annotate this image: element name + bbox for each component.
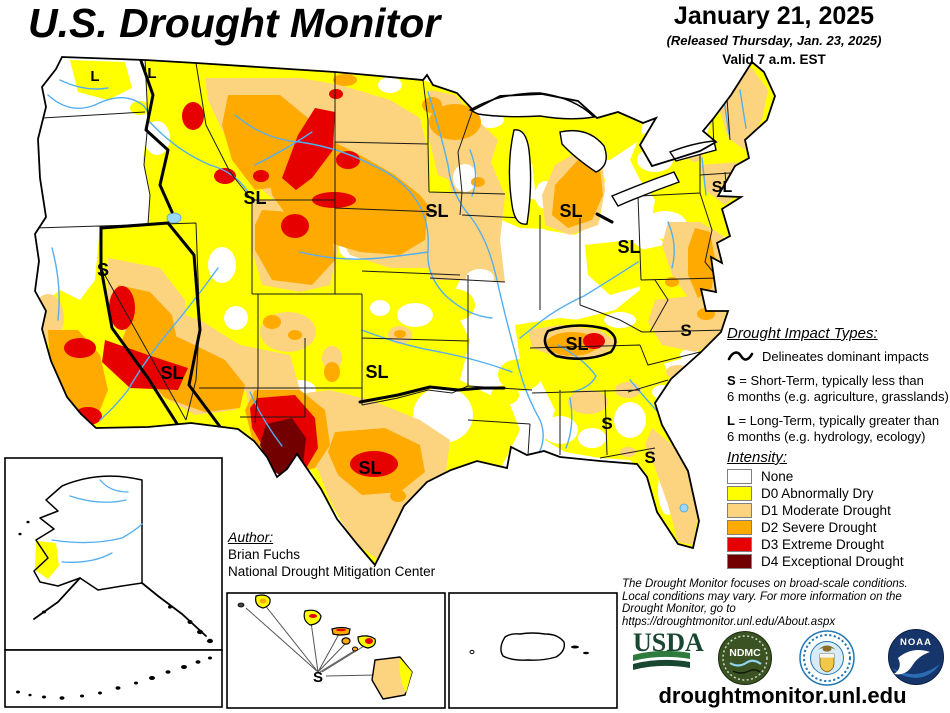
great-salt-lake <box>166 212 182 224</box>
impact-squiggle-icon <box>727 351 754 361</box>
map-impact-label: SL <box>160 363 183 383</box>
map-date-block: January 21, 2025 (Released Thursday, Jan… <box>600 2 948 67</box>
map-impact-label: L <box>147 65 156 82</box>
ndmc-logo: NDMC <box>718 631 772 685</box>
d2-swatch <box>727 519 752 535</box>
legend-item-d0: D0 Abnormally Dry <box>727 485 949 501</box>
author-heading: Author: <box>228 529 274 545</box>
noaa-logo: NOAA <box>888 629 944 685</box>
map-impact-label: L <box>90 68 99 85</box>
map-impact-label: SL <box>358 458 381 478</box>
d4-swatch <box>727 553 752 569</box>
hawaii-impact-label: S <box>313 669 323 686</box>
legend-item-d4: D4 Exceptional Drought <box>727 553 949 569</box>
legend-item-d3: D3 Extreme Drought <box>727 536 949 552</box>
author-org: National Drought Mitigation Center <box>228 564 436 579</box>
impact-types-legend: Drought Impact Types: Delineates dominan… <box>727 325 949 444</box>
map-impact-label: SL <box>425 201 448 221</box>
aleutians-inset <box>4 649 223 708</box>
long-term-definition: L = Long-Term, typically greater than 6 … <box>727 413 940 444</box>
author-block: Author: Brian Fuchs National Drought Mit… <box>228 529 435 580</box>
map-impact-label: S <box>601 414 612 433</box>
map-impact-label: SL <box>365 362 388 382</box>
state-borders <box>35 57 746 459</box>
site-url: droughtmonitor.unl.edu <box>658 683 907 708</box>
conus-outline <box>34 56 776 567</box>
legend-item-d2: D2 Severe Drought <box>727 519 949 535</box>
legend-item-none: None <box>727 468 949 484</box>
page-title: U.S. Drought Monitor <box>28 0 441 46</box>
short-term-definition: S = Short-Term, typically less than 6 mo… <box>727 373 949 404</box>
intensity-legend-heading: Intensity: <box>727 449 788 466</box>
commerce-logo <box>799 630 855 686</box>
release-date: (Released Thursday, Jan. 23, 2025) <box>666 33 882 48</box>
delineates-label: Delineates dominant impacts <box>762 348 929 364</box>
map-impact-label: SL <box>243 188 266 208</box>
lake-okeechobee <box>679 503 689 513</box>
map-impact-label: SL <box>559 201 582 221</box>
impact-legend-heading: Drought Impact Types: <box>727 325 878 342</box>
hawaii-inset: S <box>226 592 446 709</box>
map-impact-label: S <box>680 321 691 340</box>
map-impact-label: S <box>97 260 109 280</box>
intensity-legend: Intensity: None D0 Abnormally Dry D1 Mod… <box>727 449 949 569</box>
usda-logo: USDA <box>633 628 704 670</box>
ndmc-wordmark: NDMC <box>729 647 761 659</box>
map-date: January 21, 2025 <box>673 2 875 30</box>
map-impact-labels: L L SL SL SL SL SL S SL SL SL SL S S S <box>90 65 732 478</box>
d1-swatch <box>727 502 752 518</box>
author-name: Brian Fuchs <box>228 547 301 562</box>
great-lakes <box>468 92 717 225</box>
legend-item-d1: D1 Moderate Drought <box>727 502 949 518</box>
disclaimer-text: The Drought Monitor focuses on broad-sca… <box>622 578 908 628</box>
alaska-inset <box>4 457 223 708</box>
rivers <box>47 79 747 459</box>
d0-swatch <box>727 485 752 501</box>
map-impact-label: S <box>644 448 655 467</box>
noaa-wordmark: NOAA <box>900 637 932 648</box>
d3-swatch <box>727 536 752 552</box>
puerto-rico-inset <box>448 592 618 709</box>
map-impact-label: SL <box>617 237 640 257</box>
valid-time: Valid 7 a.m. EST <box>722 52 826 67</box>
none-swatch <box>727 468 752 484</box>
map-impact-label: SL <box>712 179 733 196</box>
map-impact-label: SL <box>565 334 588 354</box>
